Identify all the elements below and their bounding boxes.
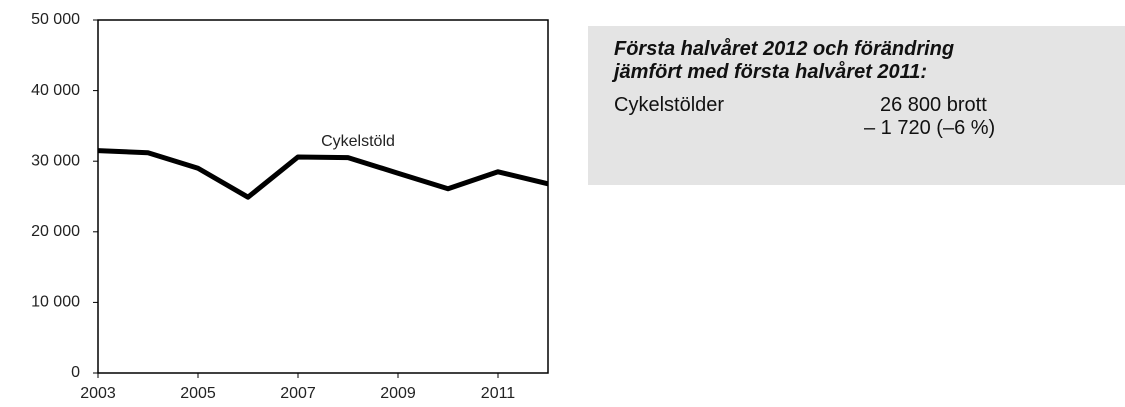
chart: Cykelstöld 0 10 000 20 000 30 000 40 000 50 0… xyxy=(31,11,549,402)
info-values: 26 800 brott – 1 720 (–6 %) xyxy=(864,94,995,140)
y-tick-label: 10 000 xyxy=(31,294,80,311)
plot-frame xyxy=(97,19,549,374)
y-tick-label: 20 000 xyxy=(31,223,80,240)
info-row: Cykelstölder 26 800 brott – 1 720 (–6 %) xyxy=(614,94,1125,140)
x-tick-label: 2009 xyxy=(380,385,416,402)
info-value: – 1 720 (–6 %) xyxy=(864,117,996,139)
x-tick-label: 2003 xyxy=(80,385,116,402)
y-tick-label: 0 xyxy=(71,364,80,381)
y-tick-label: 50 000 xyxy=(31,11,80,28)
y-tick-label: 40 000 xyxy=(31,82,80,99)
annotation: Cykelstöld xyxy=(321,133,395,150)
info-label: Cykelstölder xyxy=(614,94,725,116)
x-tick-label: 2011 xyxy=(481,385,516,402)
info-title: jämfört med första halvåret 2011: xyxy=(614,61,928,83)
x-tick-label: 2007 xyxy=(280,385,316,402)
line xyxy=(97,148,549,200)
x-tick-label: 2005 xyxy=(180,385,216,402)
y-tick-label: 30 000 xyxy=(31,152,80,169)
info-value: 26 800 brott xyxy=(880,94,987,116)
info-box: Första halvåret 2012 och förändring jämf… xyxy=(588,26,1125,185)
info-title: Första halvåret 2012 och förändring xyxy=(614,38,955,60)
